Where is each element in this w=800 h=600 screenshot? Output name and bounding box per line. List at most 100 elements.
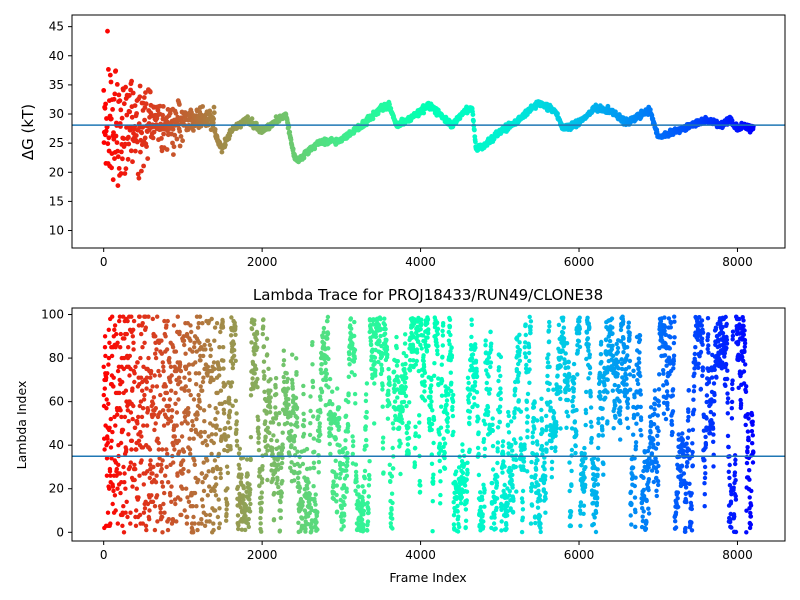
lambda-point (366, 494, 371, 499)
lambda-point (446, 392, 451, 397)
lambda-point (527, 358, 532, 364)
lambda-point (269, 437, 274, 443)
lambda-point (499, 507, 504, 512)
lambda-point (314, 513, 319, 519)
lambda-point (524, 399, 530, 404)
lambda-point (164, 390, 170, 396)
lambda-point (231, 353, 237, 358)
lambda-point (205, 364, 211, 369)
lambda-point (506, 413, 511, 419)
lambda-point (269, 468, 274, 473)
delta-g-point (177, 102, 182, 107)
lambda-point (451, 429, 456, 435)
lambda-point (429, 399, 434, 404)
lambda-point (140, 445, 146, 450)
delta-g-point (130, 90, 136, 96)
lambda-point (535, 505, 541, 510)
lambda-point (194, 382, 199, 387)
lambda-point (525, 414, 530, 420)
lambda-point (301, 423, 306, 429)
lambda-point (394, 363, 400, 368)
lambda-point (352, 319, 357, 325)
lambda-point (341, 518, 346, 523)
lambda-point (430, 499, 435, 504)
lambda-point (511, 498, 516, 503)
lambda-point (225, 486, 230, 491)
lambda-point (245, 521, 251, 526)
lambda-point (152, 504, 158, 509)
lambda-point (192, 521, 197, 526)
lambda-point (250, 376, 255, 381)
lambda-point (488, 347, 494, 352)
lambda-point (246, 516, 251, 522)
lambda-point (104, 473, 110, 478)
delta-g-point (113, 133, 119, 139)
lambda-point (301, 383, 306, 389)
lambda-point (498, 396, 503, 402)
delta-g-point (121, 136, 127, 142)
lambda-point (487, 387, 493, 392)
lambda-point (446, 338, 452, 343)
lambda-point (467, 421, 472, 427)
lambda-point (435, 351, 440, 357)
delta-g-point (144, 144, 149, 150)
lambda-point (434, 340, 439, 345)
lambda-point (376, 359, 381, 365)
lambda-point (216, 451, 222, 457)
lambda-point (126, 419, 131, 424)
lambda-point (197, 340, 202, 345)
lambda-point (169, 414, 174, 420)
lambda-point (198, 358, 203, 363)
lambda-point (117, 314, 123, 319)
delta-g-x-tick-label: 6000 (564, 255, 595, 269)
lambda-point (418, 327, 423, 332)
lambda-point (168, 493, 173, 498)
lambda-point (243, 527, 248, 533)
lambda-point (259, 476, 265, 482)
lambda-point (404, 375, 409, 380)
lambda-point (201, 408, 207, 413)
delta-g-point (647, 107, 653, 112)
lambda-point (108, 521, 113, 526)
lambda-point (306, 480, 311, 485)
lambda-point (384, 347, 390, 352)
lambda-point (107, 340, 112, 345)
lambda-point (524, 362, 529, 368)
lambda-point (139, 414, 145, 420)
lambda-point (435, 344, 440, 349)
lambda-point (399, 384, 405, 389)
lambda-point (310, 379, 315, 385)
lambda-point (313, 502, 318, 507)
lambda-point (248, 435, 254, 440)
lambda-point (224, 518, 229, 523)
lambda-point (330, 402, 335, 407)
lambda-point (502, 464, 507, 469)
lambda-point (295, 449, 300, 454)
lambda-point (483, 338, 488, 343)
lambda-point (439, 378, 445, 384)
lambda-point (456, 514, 461, 519)
lambda-point (402, 366, 407, 372)
delta-g-point (174, 136, 180, 142)
lambda-point (387, 402, 392, 407)
lambda-point (398, 471, 403, 477)
lambda-point (152, 427, 157, 433)
lambda-point (160, 458, 165, 463)
lambda-point (160, 530, 165, 535)
lambda-point (523, 340, 528, 345)
lambda-point (490, 467, 496, 472)
lambda-point (561, 336, 567, 341)
lambda-point (422, 398, 428, 403)
lambda-point (252, 371, 257, 376)
delta-g-point (102, 132, 108, 138)
lambda-point (101, 364, 106, 369)
lambda-point (182, 342, 187, 348)
lambda-point (508, 468, 514, 473)
lambda-point (222, 400, 228, 405)
lambda-point (435, 326, 441, 332)
lambda-point (102, 447, 107, 452)
lambda-point (131, 327, 136, 332)
lambda-point (203, 347, 208, 352)
lambda-point (228, 384, 233, 389)
lambda-point (140, 321, 145, 326)
